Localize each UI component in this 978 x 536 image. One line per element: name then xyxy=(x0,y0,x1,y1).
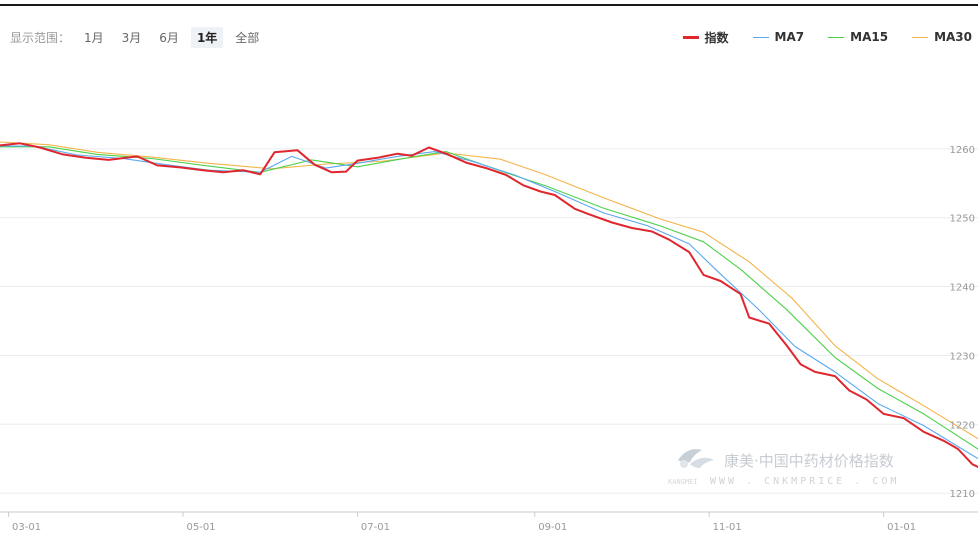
legend-item-index[interactable]: 指数 xyxy=(682,29,729,46)
series-index-line xyxy=(0,142,978,468)
y-tick-label: 1220 xyxy=(950,420,975,431)
x-tick-label: 05-01 xyxy=(186,522,215,533)
kangmei-leaf-logo-icon xyxy=(678,449,714,468)
x-axis: 03-01 05-01 07-01 09-01 11-01 01-01 xyxy=(0,511,978,533)
legend-swatch-ma15 xyxy=(828,36,845,38)
top-border xyxy=(0,4,978,6)
chart-legend: 指数 MA7 MA15 MA30 xyxy=(682,27,978,47)
range-option-6m[interactable]: 6月 xyxy=(159,30,179,45)
x-tick-label: 03-01 xyxy=(12,522,41,533)
series-ma30-line xyxy=(0,141,978,440)
y-tick-label: 1240 xyxy=(950,283,975,294)
x-tick-label: 01-01 xyxy=(887,522,916,533)
legend-label-ma15: MA15 xyxy=(850,30,889,44)
legend-swatch-index xyxy=(682,35,699,39)
y-tick-label: 1260 xyxy=(950,145,975,156)
x-tick-label: 09-01 xyxy=(538,522,567,533)
legend-label-ma7: MA7 xyxy=(774,30,805,44)
y-tick-label: 1250 xyxy=(950,214,975,225)
y-tick-label: 1230 xyxy=(950,351,975,362)
legend-item-ma30[interactable]: MA30 xyxy=(912,30,972,44)
watermark-brand-small: KANGMEI xyxy=(668,478,698,486)
watermark-subtitle: WWW . CNKMPRICE . COM xyxy=(710,476,899,487)
x-tick-label: 11-01 xyxy=(713,522,742,533)
legend-item-ma15[interactable]: MA15 xyxy=(828,30,888,44)
range-option-1y[interactable]: 1年 xyxy=(190,26,224,48)
line-chart: 康美·中国中药材价格指数 KANGMEI WWW . CNKMPRICE . C… xyxy=(0,141,978,533)
legend-label-ma30: MA30 xyxy=(934,30,972,44)
series-lines xyxy=(0,141,978,468)
range-option-1m[interactable]: 1月 xyxy=(84,30,104,45)
y-axis: 1210 1220 1230 1240 1250 1260 xyxy=(950,145,975,500)
range-selector: 显示范围： 1月 3月 6月 1年 全部 xyxy=(10,26,271,48)
range-option-3m[interactable]: 3月 xyxy=(121,30,142,45)
y-tick-label: 1210 xyxy=(950,489,975,500)
legend-label-index: 指数 xyxy=(704,30,729,45)
grid-lines xyxy=(0,148,978,494)
range-selector-label: 显示范围： xyxy=(10,30,71,45)
legend-item-ma7[interactable]: MA7 xyxy=(752,30,805,44)
range-option-all[interactable]: 全部 xyxy=(235,30,260,45)
series-ma15-line xyxy=(0,146,978,450)
watermark: 康美·中国中药材价格指数 KANGMEI WWW . CNKMPRICE . C… xyxy=(668,449,899,487)
watermark-title: 康美·中国中药材价格指数 xyxy=(724,452,894,470)
x-tick-label: 07-01 xyxy=(361,522,390,533)
legend-swatch-ma7 xyxy=(752,36,769,38)
series-ma7-line xyxy=(0,145,978,460)
legend-swatch-ma30 xyxy=(912,36,929,38)
